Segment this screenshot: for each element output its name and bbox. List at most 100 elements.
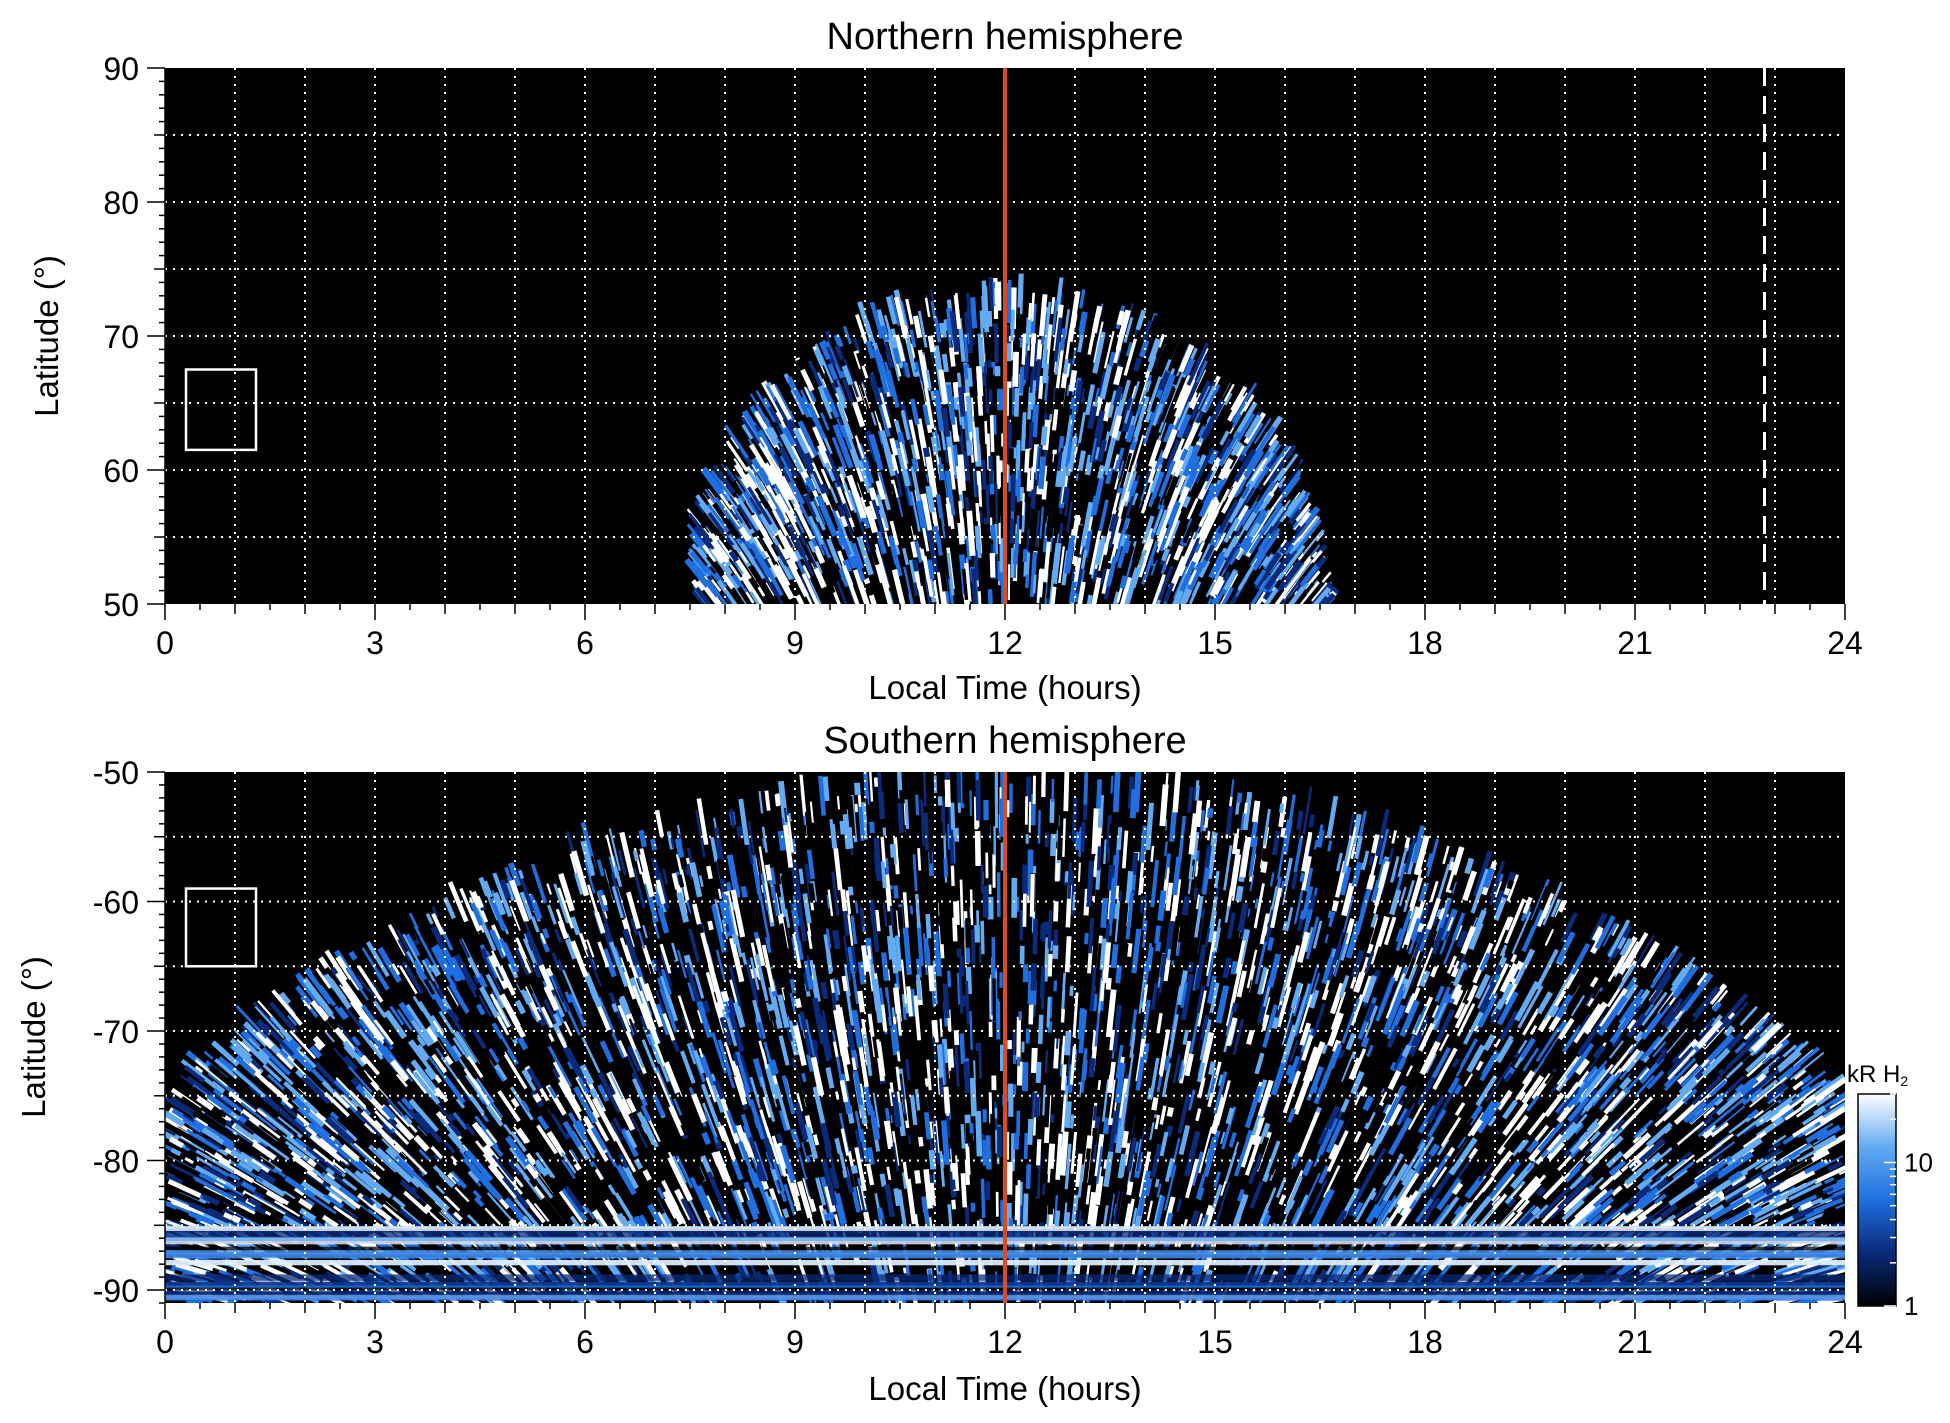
emission-streak [854, 782, 861, 796]
emission-streak [1179, 525, 1188, 538]
emission-streak [1277, 559, 1303, 591]
emission-streak [261, 1046, 291, 1076]
emission-streak [1469, 1063, 1479, 1075]
emission-streak [1064, 831, 1069, 870]
emission-streak [640, 1104, 652, 1123]
emission-streak [1157, 890, 1167, 922]
emission-streak [1062, 818, 1066, 858]
emission-streak [1292, 489, 1307, 507]
emission-streak [477, 1063, 497, 1089]
emission-streak [1440, 1116, 1462, 1148]
emission-streak [974, 443, 982, 467]
emission-streak [964, 311, 973, 354]
emission-streak [1131, 376, 1147, 413]
emission-streak [1198, 499, 1215, 528]
emission-streak [820, 468, 832, 490]
emission-streak [1111, 415, 1123, 439]
emission-streak [852, 401, 866, 428]
emission-streak [843, 481, 857, 514]
emission-streak [1042, 363, 1050, 384]
emission-streak [1093, 994, 1100, 1012]
emission-streak [1261, 1014, 1270, 1032]
emission-streak [903, 566, 914, 604]
emission-streak [1826, 1266, 1845, 1277]
emission-streak [729, 508, 739, 521]
emission-streak [1278, 515, 1291, 530]
emission-streak [1066, 453, 1074, 476]
emission-streak [891, 539, 901, 556]
emission-streak [465, 1074, 485, 1100]
emission-streak [835, 399, 854, 440]
emission-streak [1325, 875, 1337, 902]
emission-streak [431, 1053, 448, 1074]
emission-streak [1207, 1061, 1216, 1076]
emission-streak [519, 891, 534, 920]
emission-streak [955, 409, 961, 436]
emission-streak [1673, 1009, 1683, 1021]
emission-streak [976, 470, 981, 485]
emission-streak [1609, 1044, 1635, 1075]
emission-streak [1113, 366, 1124, 386]
emission-streak [1373, 1194, 1397, 1228]
emission-streak [338, 1006, 349, 1019]
emission-streak [1198, 537, 1222, 578]
emission-streak [1023, 356, 1030, 381]
emission-streak [1219, 430, 1230, 446]
emission-streak [633, 1158, 644, 1170]
emission-streak [476, 1081, 504, 1119]
emission-streak [662, 1012, 676, 1043]
emission-streak [1133, 395, 1150, 438]
emission-streak [774, 384, 796, 422]
emission-streak [1800, 1070, 1827, 1091]
emission-streak [654, 1116, 669, 1145]
emission-streak [402, 954, 426, 989]
emission-streak [785, 354, 809, 397]
emission-streak [1407, 1102, 1425, 1131]
emission-streak [701, 589, 715, 604]
emission-streak [946, 384, 956, 425]
emission-streak [1248, 533, 1264, 555]
emission-streak [1010, 309, 1015, 342]
emission-streak [1037, 1014, 1044, 1045]
emission-streak [1187, 561, 1205, 591]
emission-streak [1223, 517, 1240, 544]
emission-streak [342, 1092, 359, 1110]
emission-streak [336, 1115, 372, 1149]
emission-streak [1282, 921, 1291, 932]
emission-streak [965, 536, 972, 560]
emission-streak [1029, 873, 1035, 917]
emission-streak [1038, 294, 1048, 337]
emission-streak [1078, 1022, 1086, 1054]
north-x-axis: 0 3 6 9 12 15 18 21 24 [156, 604, 1863, 661]
emission-streak [1588, 1130, 1601, 1144]
emission-streak [829, 818, 838, 849]
emission-streak [1061, 1035, 1066, 1065]
emission-streak [1124, 491, 1130, 503]
emission-streak [884, 361, 895, 394]
emission-streak [741, 952, 748, 965]
emission-streak [731, 573, 748, 595]
emission-streak [726, 882, 732, 893]
emission-streak [194, 1177, 236, 1201]
emission-streak [1098, 543, 1107, 572]
emission-streak [1189, 396, 1198, 409]
emission-streak [1294, 518, 1322, 552]
emission-streak [1246, 1029, 1255, 1045]
emission-streak [381, 1138, 415, 1171]
emission-streak [1160, 586, 1169, 603]
emission-streak [1135, 309, 1147, 331]
emission-streak [917, 349, 929, 389]
emission-streak [1045, 453, 1054, 482]
emission-streak [1110, 499, 1126, 545]
emission-streak [1159, 1105, 1167, 1125]
emission-streak [1139, 896, 1145, 913]
south-title: Southern hemisphere [823, 720, 1186, 762]
emission-streak [745, 996, 761, 1041]
emission-streak [886, 1166, 892, 1181]
emission-streak [1036, 417, 1042, 444]
emission-streak [1194, 447, 1215, 484]
emission-streak [1155, 509, 1169, 537]
emission-streak [1302, 1046, 1319, 1083]
emission-streak [1340, 1098, 1350, 1113]
emission-streak [623, 944, 639, 979]
